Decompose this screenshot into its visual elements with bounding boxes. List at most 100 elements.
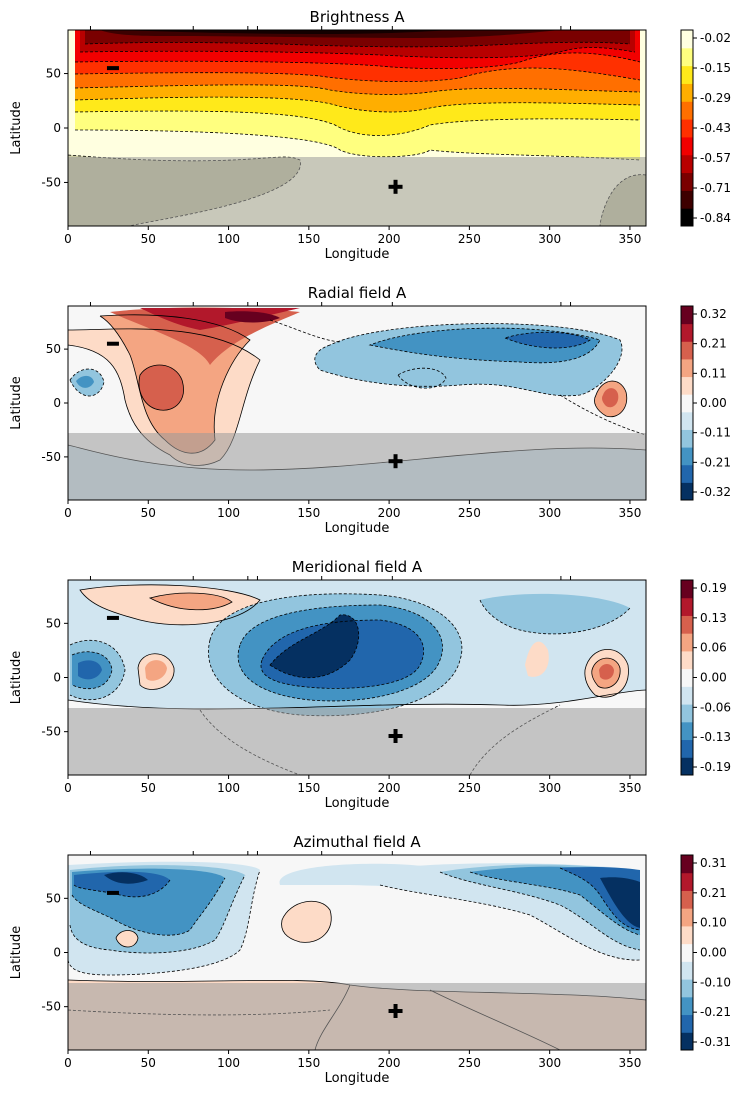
plus-marker (393, 729, 398, 743)
x-axis-label: Longitude (325, 247, 390, 262)
colorbar-segment (681, 721, 693, 741)
mask-overlay (68, 157, 646, 226)
x-tick-label: 100 (217, 1056, 240, 1070)
x-tick-label: 50 (141, 232, 156, 246)
colorbar-tick-label: 0.13 (700, 611, 727, 625)
colorbar-tick-label: -0.71 (700, 181, 731, 195)
contour-line (74, 110, 641, 136)
contour-line (584, 648, 629, 698)
colorbar-tick-label: -0.29 (700, 91, 731, 105)
field-band (116, 930, 138, 947)
contour-line (68, 869, 261, 976)
colorbar-segment (681, 580, 693, 599)
x-tick-label: 300 (538, 781, 561, 795)
contour-line (74, 129, 641, 161)
field-band (398, 368, 446, 389)
colorbar-segment (681, 482, 693, 501)
colorbar-tick-label: 0.00 (700, 396, 727, 410)
contour-line (137, 653, 175, 690)
field-band (599, 664, 614, 680)
x-tick-label: 250 (458, 506, 481, 520)
colorbar-segment (681, 668, 693, 687)
colorbar-tick-label: 0.19 (700, 581, 727, 595)
x-tick-label: 350 (618, 506, 641, 520)
colorbar-segment (681, 996, 693, 1016)
field-band (225, 311, 280, 323)
colorbar-tick-label: -0.21 (700, 1005, 731, 1019)
panel-meridional: Meridional field A (9, 558, 731, 811)
minus-marker (106, 615, 119, 620)
x-tick-label: 100 (217, 232, 240, 246)
colorbar-segment (681, 890, 693, 909)
x-tick-label: 250 (458, 1056, 481, 1070)
field-band (150, 593, 232, 610)
field-band (76, 375, 94, 388)
colorbar-segment (681, 872, 693, 891)
contour-line (74, 96, 641, 113)
colorbar-segment (681, 739, 693, 758)
colorbar-tick-label: 0.21 (700, 337, 727, 351)
colorbar-segment (681, 190, 693, 209)
colorbar-tick-label: -0.31 (700, 1035, 731, 1049)
contour-line (69, 639, 126, 701)
minus-marker (106, 66, 119, 71)
plus-marker (393, 1004, 398, 1018)
panel-radial: Radial field A (9, 284, 731, 536)
contour-line (79, 584, 261, 626)
colorbar-tick-label: 0.00 (700, 671, 727, 685)
panel-brightness: Brightness A 0 50 100 1 (9, 8, 731, 262)
contour-line (138, 364, 184, 411)
colorbar-segment (681, 394, 693, 413)
y-tick-label: -50 (41, 1000, 61, 1014)
y-axis-label: Latitude (9, 376, 24, 430)
contour-line (368, 327, 601, 364)
minus-marker (106, 890, 119, 895)
colorbar-segment (681, 30, 693, 49)
y-tick-label: 0 (53, 121, 61, 135)
colorbar-tick-label: -0.57 (700, 151, 731, 165)
colorbar-segment (681, 119, 693, 138)
colorbar-tick-label: -0.06 (700, 700, 731, 714)
contour-line (503, 331, 591, 349)
field-band (145, 660, 167, 681)
contour-line (269, 614, 359, 679)
colorbar-segment (681, 47, 693, 67)
y-axis-label: Latitude (9, 926, 24, 980)
colorbar-segment (681, 65, 693, 84)
colorbar-segment (681, 101, 693, 120)
x-tick-label: 150 (297, 232, 320, 246)
y-tick-label: -50 (41, 725, 61, 739)
x-tick-label: 150 (297, 1056, 320, 1070)
colorbar-tick-label: -0.43 (700, 121, 731, 135)
colorbar-segment (681, 943, 693, 962)
y-tick-label: 0 (53, 396, 61, 410)
contour-line (73, 879, 171, 898)
x-tick-label: 200 (378, 1056, 401, 1070)
contour-line (115, 930, 139, 948)
contour-line (74, 52, 641, 70)
contour-line (74, 67, 641, 83)
y-tick-label: 0 (53, 671, 61, 685)
colorbar-segment (681, 925, 693, 945)
x-tick-label: 350 (618, 781, 641, 795)
colorbar-tick-label: 0.31 (700, 856, 727, 870)
colorbar-tick-label: 0.00 (700, 946, 727, 960)
contour-line (237, 604, 443, 702)
y-tick-label: -50 (41, 450, 61, 464)
x-tick-label: 0 (64, 506, 72, 520)
x-tick-label: 0 (64, 232, 72, 246)
colorbar-segment (681, 358, 693, 378)
colorbar-segment (681, 208, 693, 227)
contour-line (69, 368, 105, 397)
colorbar-segment (681, 704, 693, 723)
colorbar-segment (681, 961, 693, 980)
mask-overlay (68, 708, 646, 775)
contour-line (281, 901, 332, 943)
y-tick-label: 50 (46, 891, 61, 905)
x-tick-label: 200 (378, 781, 401, 795)
panel-azimuthal: Azimuthal field A (9, 833, 731, 1086)
contour-line (379, 884, 641, 961)
field-band (270, 614, 359, 678)
contour-field (68, 580, 646, 775)
